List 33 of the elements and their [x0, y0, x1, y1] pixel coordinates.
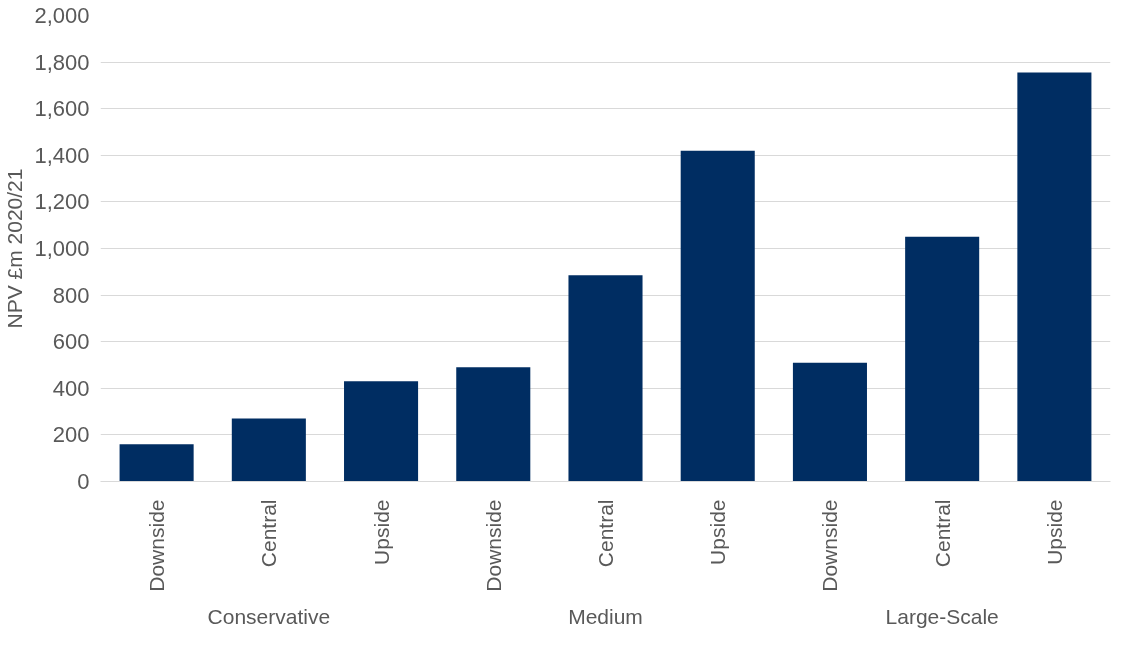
text: Conservative	[207, 604, 331, 628]
y-tick-label: 0	[77, 469, 90, 494]
x-tick-label: Upside	[1042, 499, 1066, 565]
x-tick-label: Central	[594, 499, 617, 568]
y-tick-label: 2,000	[34, 3, 90, 28]
x-tick-label: Central	[930, 499, 954, 568]
text: Large-Scale	[885, 604, 999, 628]
bar	[119, 444, 194, 482]
y-tick-label: 200	[52, 422, 90, 448]
bar	[792, 362, 867, 482]
y-tick-label: 800	[52, 282, 90, 308]
y-tick-label: 1,600	[34, 96, 90, 122]
bar	[905, 236, 980, 482]
bar	[231, 418, 306, 482]
bar	[1017, 72, 1092, 482]
y-tick-label: 1,000	[34, 236, 90, 261]
y-axis-title: NPV £m 2020/21	[3, 168, 27, 329]
y-tick-label: 1,200	[34, 189, 90, 215]
bar	[680, 150, 755, 482]
x-tick-label: Upside	[369, 499, 393, 565]
x-tick-label: Upside	[706, 499, 730, 565]
y-tick-label: 600	[52, 329, 90, 355]
x-tick-label: Central	[257, 499, 281, 568]
y-tick-label: 1,400	[34, 142, 90, 168]
bar	[568, 275, 643, 482]
x-tick-label: Downside	[481, 499, 505, 592]
y-tick-label: 400	[52, 375, 90, 401]
y-tick-label: 1,800	[34, 49, 90, 75]
x-tick-label: Downside	[145, 499, 169, 592]
x-tick-label: Downside	[818, 499, 842, 592]
bar	[456, 367, 531, 482]
text: Medium	[568, 604, 643, 628]
bar	[344, 381, 419, 482]
